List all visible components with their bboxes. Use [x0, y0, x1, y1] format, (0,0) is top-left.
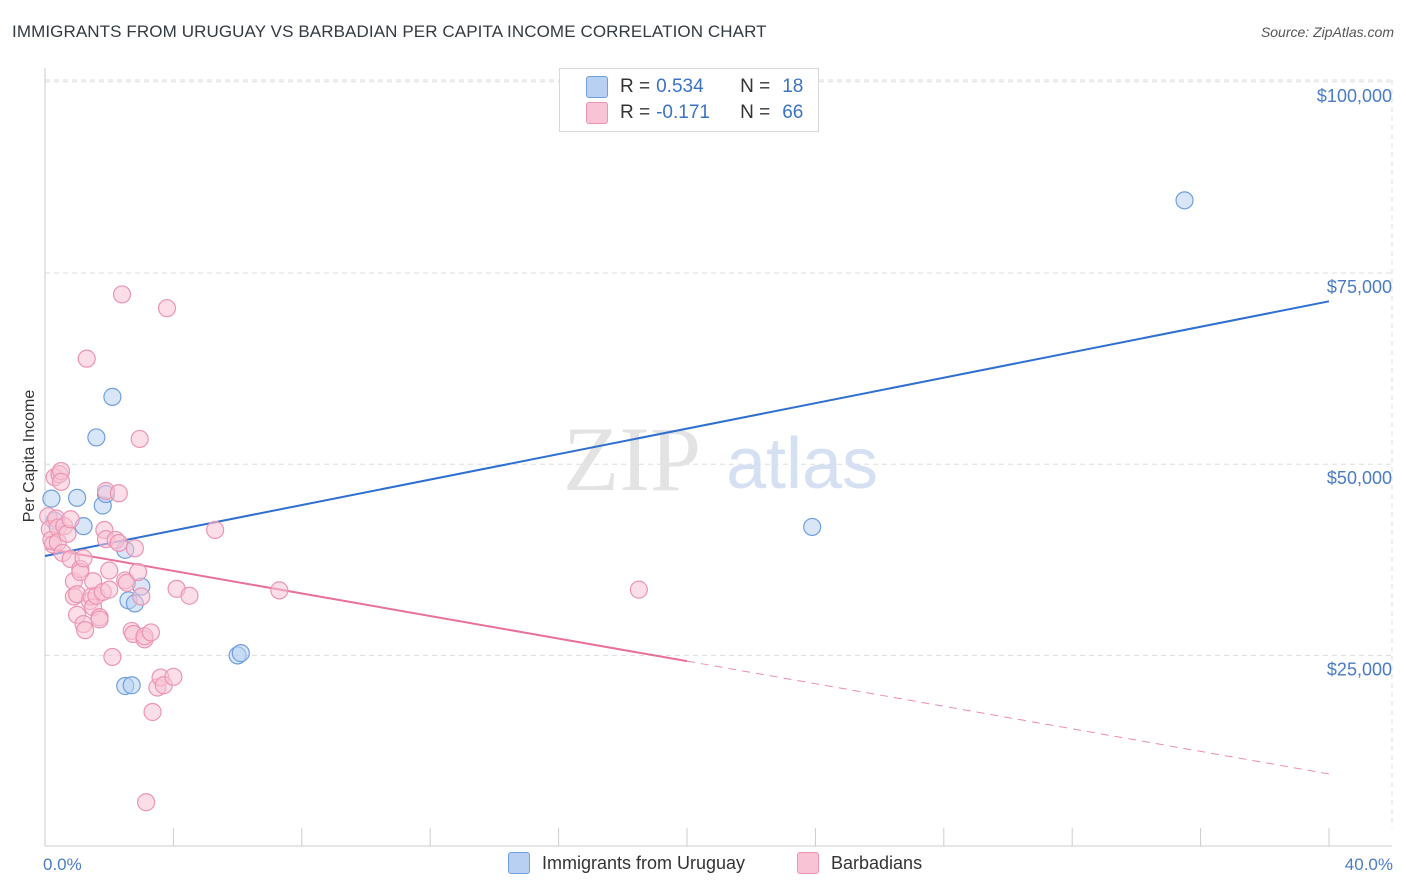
trend-line-blue	[44, 300, 1330, 557]
data-point-pink	[157, 299, 177, 318]
legend-swatch-blue	[508, 852, 530, 874]
x-tick-label: 40.0%	[1345, 855, 1393, 874]
data-point-pink	[109, 533, 128, 553]
data-point-blue	[231, 644, 250, 663]
legend-swatch-blue	[586, 76, 608, 98]
data-point-blue	[803, 517, 822, 537]
grid-lines	[45, 79, 1393, 828]
data-point-pink	[141, 623, 161, 642]
data-point-pink	[117, 573, 136, 592]
data-point-pink	[137, 793, 156, 812]
y-tick-label: $75,000	[1327, 277, 1392, 297]
data-points	[39, 191, 1194, 812]
data-point-pink	[112, 285, 132, 304]
legend-label-uruguay: Immigrants from Uruguay	[542, 852, 746, 873]
trend-line-pink	[44, 547, 688, 663]
data-point-pink	[51, 472, 71, 491]
x-tick-label: 0.0%	[43, 855, 82, 874]
legend-swatch-pink	[797, 852, 819, 874]
tick-labels: $25,000 $50,000 $75,000 $100,000 0.0% 40.0%	[43, 86, 1393, 874]
watermark: ZIP atlas	[563, 408, 878, 510]
y-tick-label: $100,000	[1317, 86, 1392, 106]
watermark-zip: ZIP	[563, 408, 701, 510]
legend-n-value: 66	[782, 102, 804, 123]
legend-item-barbadians: Barbadians	[797, 852, 922, 874]
legend-n-label: N =	[740, 102, 771, 123]
data-point-pink	[90, 610, 109, 629]
legend-r-label: R =	[620, 102, 651, 123]
legend-row-uruguay: R = 0.534 N = 18	[586, 75, 803, 99]
chart-source: Source: ZipAtlas.com	[1260, 24, 1394, 40]
data-point-pink	[61, 510, 80, 529]
data-point-blue	[122, 676, 141, 695]
data-point-pink	[206, 520, 225, 540]
data-point-pink	[270, 581, 289, 600]
data-point-blue	[87, 428, 106, 447]
data-point-pink	[109, 484, 128, 503]
chart-title: IMMIGRANTS FROM URUGUAY VS BARBADIAN PER…	[12, 22, 767, 41]
axes	[44, 68, 1392, 847]
data-point-pink	[100, 561, 119, 580]
legend-r-label: R =	[620, 76, 651, 97]
y-tick-label: $50,000	[1327, 468, 1392, 488]
data-point-blue	[42, 489, 61, 508]
data-point-pink	[77, 349, 96, 368]
data-point-pink	[128, 562, 148, 582]
legend-r-value: 0.534	[656, 76, 704, 97]
data-point-pink	[74, 549, 93, 568]
watermark-atlas: atlas	[726, 424, 878, 504]
data-point-pink	[132, 587, 151, 606]
legend-n-label: N =	[740, 76, 771, 97]
trend-lines	[44, 300, 1330, 775]
legend-label-barbadians: Barbadians	[831, 852, 923, 873]
y-axis-label: Per Capita Income	[21, 390, 38, 523]
legend-row-barbadians: R = -0.171 N = 66	[586, 101, 803, 125]
data-point-blue	[103, 387, 122, 406]
data-point-blue	[67, 488, 87, 507]
data-point-pink	[125, 539, 144, 558]
data-point-pink	[100, 580, 119, 599]
y-tick-label: $25,000	[1327, 659, 1392, 679]
data-point-blue	[1175, 191, 1194, 210]
data-point-pink	[164, 667, 183, 686]
data-point-pink	[76, 621, 95, 640]
data-point-pink	[180, 586, 199, 605]
data-point-pink	[103, 647, 122, 667]
legend-correlation: R = 0.534 N = 18 R = -0.171 N = 66	[559, 68, 819, 132]
data-point-pink	[143, 702, 162, 722]
data-point-pink	[130, 429, 149, 449]
legend-item-uruguay: Immigrants from Uruguay	[508, 852, 745, 874]
legend-n-value: 18	[782, 76, 804, 97]
legend-swatch-pink	[586, 102, 608, 124]
data-point-pink	[629, 580, 648, 599]
legend-r-value: -0.171	[656, 102, 710, 123]
trend-line-extrapolated-pink	[686, 660, 1330, 775]
